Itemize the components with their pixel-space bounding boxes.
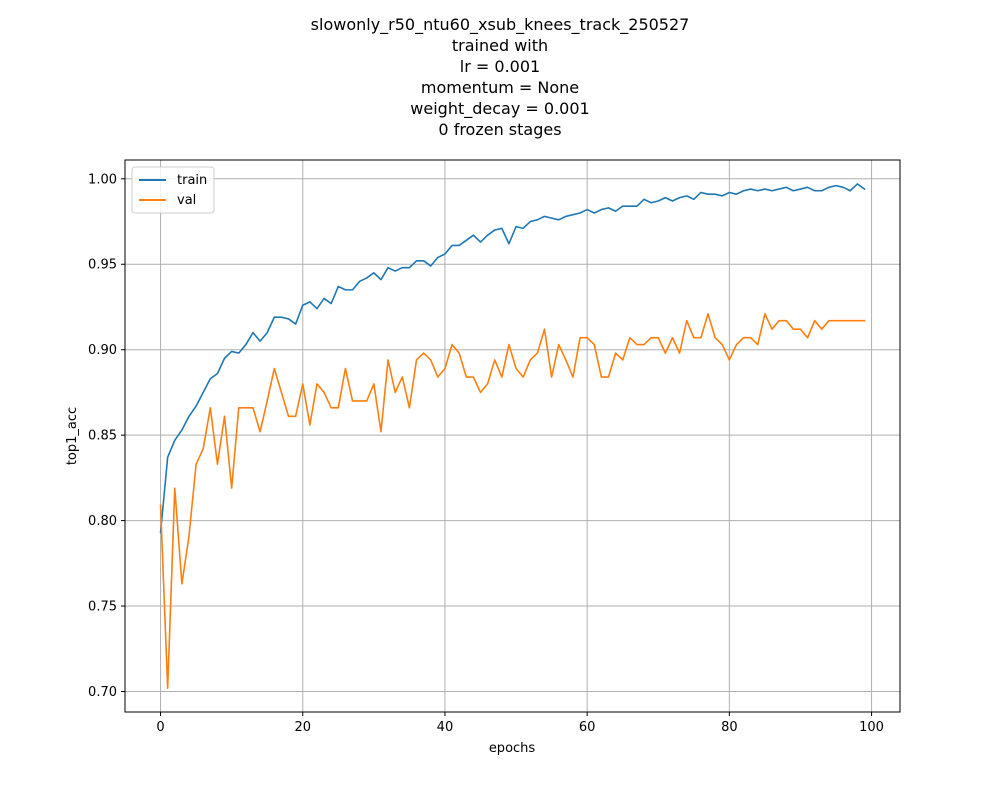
y-tick-label: 1.00 xyxy=(88,172,117,187)
plot-frame xyxy=(124,159,901,713)
series-line-val xyxy=(159,313,866,689)
title-line-1: slowonly_r50_ntu60_xsub_knees_track_2505… xyxy=(311,15,690,35)
x-tick-label: 60 xyxy=(579,720,596,735)
y-tick-label: 0.95 xyxy=(88,258,117,273)
legend-box xyxy=(131,166,215,214)
x-tick-label: 0 xyxy=(156,720,164,735)
x-tick-label: 20 xyxy=(294,720,311,735)
chart-title: slowonly_r50_ntu60_xsub_knees_track_2505… xyxy=(311,15,690,139)
plot-series xyxy=(159,183,866,689)
y-tick-label: 0.80 xyxy=(88,514,117,529)
y-tick-label: 0.85 xyxy=(88,429,117,444)
grid xyxy=(125,160,900,712)
y-tick-label: 0.90 xyxy=(88,343,117,358)
title-line-2: trained with xyxy=(452,36,548,55)
title-line-3: lr = 0.001 xyxy=(460,57,540,76)
y-tick-label: 0.75 xyxy=(88,600,117,615)
x-axis-label: epochs xyxy=(489,741,536,756)
title-line-6: 0 frozen stages xyxy=(438,120,561,139)
legend-label-val: val xyxy=(177,193,196,208)
title-line-5: weight_decay = 0.001 xyxy=(410,99,589,119)
y-axis-label: top1_acc xyxy=(65,407,80,465)
x-tick-label: 100 xyxy=(859,720,884,735)
axis-ticks: 0 20 40 60 80 100 0.70 0.75 0.80 0.85 0.90 0.95 1.00 xyxy=(88,172,884,735)
title-line-4: momentum = None xyxy=(421,78,579,97)
y-tick-label: 0.70 xyxy=(88,685,117,700)
x-tick-label: 40 xyxy=(437,720,454,735)
legend: train val xyxy=(131,166,215,214)
legend-label-train: train xyxy=(177,173,207,188)
x-tick-label: 80 xyxy=(721,720,738,735)
series-line-train xyxy=(159,183,866,534)
